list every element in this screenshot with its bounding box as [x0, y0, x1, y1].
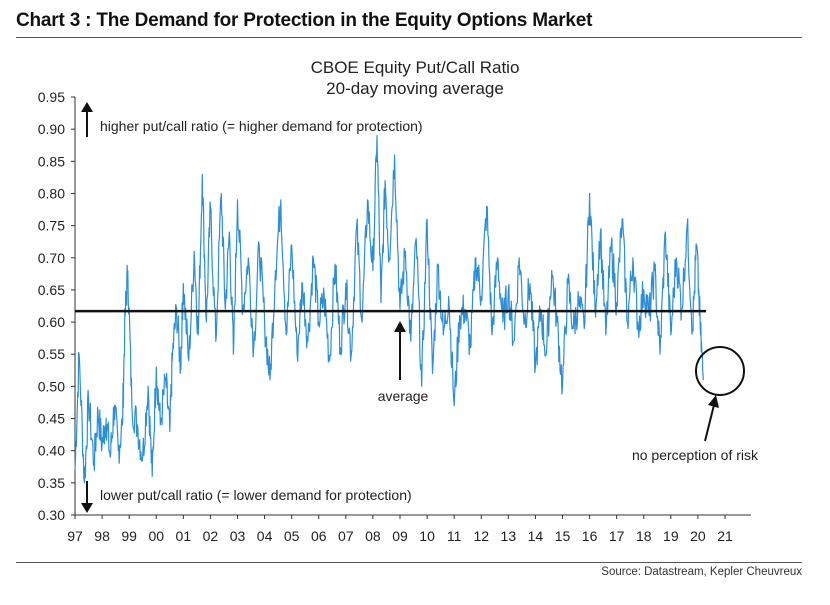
y-tick-label: 0.55: [38, 346, 65, 362]
y-tick-label: 0.50: [38, 378, 65, 394]
down-arrow: [81, 481, 93, 513]
x-tick-label: 00: [148, 528, 164, 544]
y-tick-label: 0.65: [38, 282, 65, 298]
x-tick-label: 18: [636, 528, 652, 544]
y-axis: 0.30 0.35 0.40 0.45 0.50 0.55 0.60 0.65 0.70 0.75…: [38, 89, 76, 523]
up-arrow: [81, 102, 93, 137]
x-tick-label: 13: [501, 528, 517, 544]
series-line: [74, 135, 704, 484]
x-tick-label: 17: [609, 528, 625, 544]
x-tick-label: 07: [338, 528, 354, 544]
source-note: Source: Datastream, Kepler Cheuvreux: [601, 566, 802, 578]
x-axis: 97 98 99 00 01 02 03 04 05 06 07 08 09 10 11 12 13 14 15 16…: [67, 514, 751, 544]
x-tick-label: 01: [176, 528, 192, 544]
x-tick-label: 98: [94, 528, 110, 544]
up-arrow-text: higher put/call ratio (= higher demand f…: [100, 118, 423, 134]
average-arrow: [394, 321, 406, 380]
y-tick-label: 0.30: [38, 507, 65, 523]
y-tick-label: 0.80: [38, 185, 65, 201]
average-label: average: [378, 388, 429, 404]
y-tick-label: 0.85: [38, 153, 65, 169]
chart-heading: Chart 3 : The Demand for Protection in t…: [16, 10, 593, 31]
x-tick-label: 16: [582, 528, 598, 544]
x-tick-label: 02: [203, 528, 219, 544]
y-tick-label: 0.75: [38, 218, 65, 234]
x-tick-label: 05: [284, 528, 300, 544]
x-tick-label: 99: [121, 528, 137, 544]
y-tick-label: 0.40: [38, 443, 65, 459]
x-tick-label: 09: [392, 528, 408, 544]
x-tick-label: 03: [230, 528, 246, 544]
bottom-rule: [16, 562, 802, 563]
y-tick-label: 0.60: [38, 314, 65, 330]
x-tick-label: 06: [311, 528, 327, 544]
x-tick-label: 11: [447, 528, 462, 544]
x-tick-label: 15: [555, 528, 571, 544]
x-tick-label: 08: [365, 528, 381, 544]
x-tick-label: 20: [690, 528, 706, 544]
x-tick-label: 97: [67, 528, 83, 544]
y-tick-label: 0.95: [38, 89, 65, 105]
top-rule: [16, 37, 802, 38]
x-tick-label: 04: [257, 528, 273, 544]
chart-subtitle: 20-day moving average: [326, 79, 504, 98]
risk-arrow: [704, 395, 719, 442]
y-tick-label: 0.35: [38, 475, 65, 491]
risk-circle: [695, 346, 745, 396]
y-tick-label: 0.70: [38, 250, 65, 266]
risk-label: no perception of risk: [632, 447, 759, 463]
chart-title: CBOE Equity Put/Call Ratio: [311, 58, 520, 77]
x-tick-label: 19: [663, 528, 679, 544]
x-tick-label: 21: [717, 528, 733, 544]
x-tick-label: 10: [419, 528, 435, 544]
x-tick-label: 12: [473, 528, 489, 544]
y-tick-label: 0.45: [38, 411, 65, 427]
x-tick-label: 14: [528, 528, 544, 544]
y-tick-label: 0.90: [38, 121, 65, 137]
down-arrow-text: lower put/call ratio (= lower demand for…: [100, 487, 412, 503]
